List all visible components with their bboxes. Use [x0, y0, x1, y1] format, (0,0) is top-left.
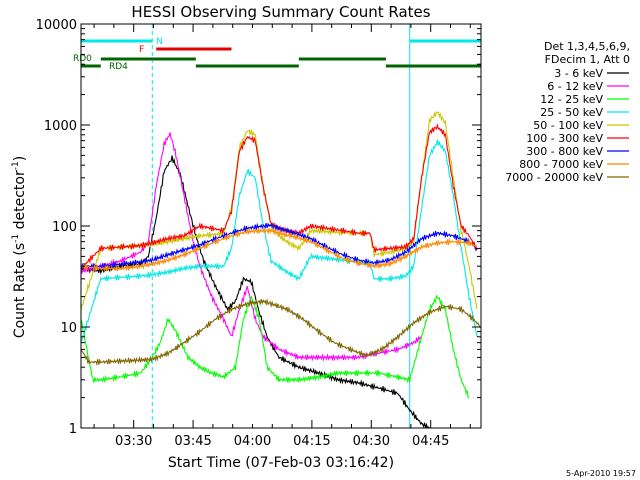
- flag-label-f: F: [139, 45, 144, 55]
- y-label-part: ): [12, 156, 28, 161]
- x-tick-label: 03:30: [115, 434, 152, 449]
- legend-header-line: FDecim 1, Att 0: [545, 53, 630, 66]
- plot-area: N F RD0 RD4: [73, 23, 482, 429]
- legend-entry-label: 3 - 6 keV: [554, 67, 603, 80]
- y-label-superscript: -1: [11, 161, 21, 170]
- series-line-8: [81, 298, 481, 367]
- x-tick-label: 03:45: [174, 434, 211, 449]
- series-line-3: [81, 139, 478, 342]
- legend-entry-label: 25 - 50 keV: [540, 106, 603, 119]
- legend-entry-label: 12 - 25 keV: [540, 93, 603, 106]
- y-tick-label: 1000: [44, 119, 77, 134]
- series-line-0: [81, 155, 430, 428]
- series-line-2: [81, 294, 470, 399]
- legend-entry-label: 6 - 12 keV: [547, 80, 603, 93]
- series-group: [81, 111, 481, 428]
- y-label-superscript: -1: [11, 234, 21, 243]
- series-line-7: [81, 226, 477, 273]
- y-label-part: Count Rate (s: [12, 243, 28, 338]
- legend-entry-label: 7000 - 20000 keV: [505, 171, 603, 184]
- legend-entry-label: 300 - 800 keV: [526, 145, 603, 158]
- y-tick-label: 1: [69, 422, 77, 437]
- flag-label-rd4: RD4: [109, 62, 128, 72]
- legend: Det 1,3,4,5,6,9,FDecim 1, Att 03 - 6 keV…: [505, 40, 630, 184]
- legend-entry-label: 50 - 100 keV: [533, 119, 603, 132]
- legend-entry-label: 100 - 300 keV: [526, 132, 603, 145]
- y-axis-label: Count Rate (s-1 detector-1): [11, 156, 28, 338]
- x-axis-label: Start Time (07-Feb-03 03:16:42): [168, 455, 394, 471]
- chart-title: HESSI Observing Summary Count Rates: [131, 3, 430, 21]
- y-label-part: detector: [12, 170, 28, 234]
- plot-frame: [80, 23, 482, 429]
- series-line-6: [81, 221, 478, 270]
- y-tick-label: 100: [52, 220, 77, 235]
- flag-label-rd0: RD0: [73, 54, 92, 64]
- x-axis: 03:30 03:45 04:00 04:15 04:30 04:45: [93, 24, 471, 449]
- x-tick-label: 04:30: [353, 434, 390, 449]
- series-line-5: [81, 123, 478, 272]
- legend-entry-label: 800 - 7000 keV: [519, 158, 603, 171]
- y-axis: 1 10 100 1000 10000: [36, 18, 481, 437]
- x-tick-label: 04:15: [293, 434, 330, 449]
- date-stamp: 5-Apr-2010 19:57: [566, 469, 636, 478]
- flag-label-n: N: [156, 37, 163, 47]
- y-tick-label: 10000: [36, 18, 77, 33]
- legend-header-line: Det 1,3,4,5,6,9,: [544, 40, 630, 53]
- x-tick-label: 04:00: [234, 434, 271, 449]
- x-tick-label: 04:45: [412, 434, 449, 449]
- y-tick-label: 10: [60, 321, 77, 336]
